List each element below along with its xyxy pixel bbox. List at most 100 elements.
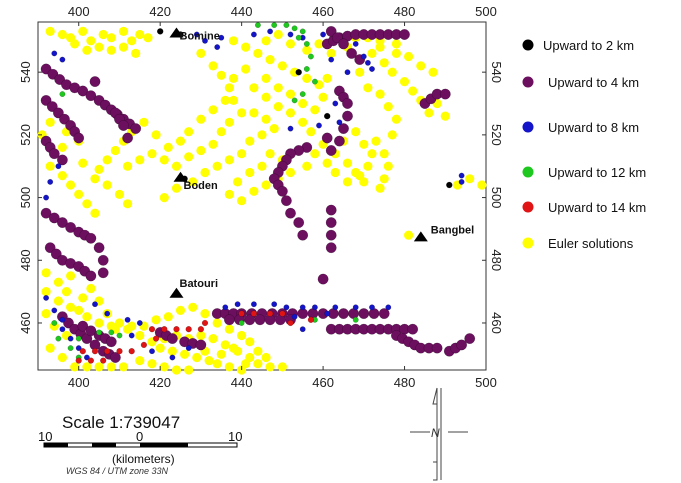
euler-solutions-point — [123, 161, 133, 171]
euler-solutions-point — [298, 117, 308, 127]
upward-to-8-km-point — [104, 310, 111, 317]
euler-solutions-point — [224, 117, 234, 127]
x-tick-label-top: 480 — [394, 4, 416, 19]
euler-solutions-point — [379, 174, 389, 184]
upward-to-2-km-point — [446, 181, 453, 189]
euler-solutions-point — [257, 130, 267, 140]
euler-solutions-point — [228, 36, 239, 46]
euler-solutions-point — [184, 152, 194, 162]
x-tick-label-bottom: 400 — [68, 375, 90, 390]
euler-solutions-point — [224, 362, 234, 372]
upward-to-4-km-point — [368, 308, 380, 320]
euler-solutions-point — [391, 48, 401, 59]
euler-solutions-point — [102, 180, 112, 190]
euler-solutions-point — [216, 70, 226, 80]
euler-solutions-point — [261, 352, 271, 363]
upward-to-8-km-point — [369, 304, 375, 311]
upward-to-8-km-point — [291, 313, 298, 320]
upward-to-4-km-point — [280, 195, 292, 207]
upward-to-4-km-point — [105, 336, 117, 348]
upward-to-8-km-point — [352, 304, 359, 311]
upward-to-4-km-point — [338, 38, 349, 50]
upward-to-12-km-point — [238, 320, 245, 326]
place-label-boden: Boden — [184, 180, 219, 192]
euler-solutions-point — [208, 139, 218, 149]
upward-to-12-km-point — [59, 91, 66, 98]
y-tick-label-right: 460 — [489, 312, 504, 334]
upward-to-8-km-point — [214, 44, 221, 51]
upward-to-8-km-point — [67, 335, 74, 342]
euler-solutions-point — [379, 58, 389, 68]
legend-marker — [522, 76, 534, 88]
upward-to-12-km-point — [67, 345, 74, 352]
euler-solutions-point — [220, 95, 230, 105]
upward-to-4-km-point — [73, 132, 85, 144]
upward-to-12-km-point — [307, 53, 314, 60]
upward-to-8-km-point — [299, 304, 306, 311]
euler-solutions-point — [200, 167, 210, 178]
euler-solutions-point — [78, 293, 88, 303]
euler-solutions-point — [184, 365, 194, 375]
euler-solutions-point — [310, 105, 320, 115]
euler-solutions-point — [269, 124, 279, 134]
euler-solutions-point — [399, 77, 410, 87]
upward-to-12-km-point — [291, 25, 298, 32]
euler-solutions-point — [465, 174, 475, 184]
upward-to-2-km-point — [156, 28, 164, 35]
upward-to-8-km-point — [222, 304, 229, 311]
upward-to-4-km-point — [77, 320, 89, 332]
x-tick-label-top: 500 — [475, 4, 497, 19]
upward-to-14-km-point — [201, 319, 209, 327]
scale-unit: (kilometers) — [112, 452, 175, 466]
euler-solutions-point — [94, 318, 104, 328]
upward-to-14-km-point — [116, 348, 123, 355]
upward-to-14-km-point — [91, 348, 99, 355]
euler-solutions-point — [355, 67, 365, 77]
upward-to-4-km-point — [40, 207, 52, 219]
upward-to-8-km-point — [75, 345, 82, 352]
axis-ticks: 400 400 420 420 440 440 460 460 480 480 500 500 460 4… — [18, 4, 504, 390]
upward-to-4-km-point — [166, 333, 178, 345]
upward-to-8-km-point — [311, 304, 318, 311]
scale-title: Scale 1:739047 — [62, 413, 180, 432]
place-label-bomine: Bomine — [180, 31, 220, 43]
upward-to-8-km-point — [128, 332, 135, 339]
euler-solutions-point — [351, 127, 361, 137]
euler-solutions-point — [139, 117, 149, 127]
euler-solutions-point — [86, 283, 96, 294]
upward-to-4-km-point — [254, 314, 266, 326]
euler-solutions-point — [82, 199, 92, 209]
euler-solutions-point — [102, 155, 112, 165]
upward-to-4-km-point — [276, 185, 288, 197]
upward-to-8-km-point — [185, 345, 192, 352]
upward-to-8-km-point — [458, 178, 465, 185]
euler-solutions-point — [416, 61, 426, 71]
euler-solutions-point — [90, 208, 100, 218]
upward-to-4-km-point — [93, 242, 105, 254]
upward-to-8-km-point — [43, 194, 50, 201]
datum-label: WGS 84 / UTM zone 33N — [66, 466, 169, 476]
upward-to-8-km-point — [320, 31, 327, 38]
euler-solutions-point — [375, 89, 385, 99]
upward-to-14-km-point — [307, 316, 315, 323]
upward-to-12-km-point — [254, 22, 261, 29]
euler-solutions-point — [123, 324, 133, 334]
legend-label: Upward to 4 km — [548, 75, 639, 90]
euler-solutions-point — [45, 343, 55, 353]
upward-to-8-km-point — [92, 301, 98, 308]
euler-solutions-point — [90, 174, 100, 184]
upward-to-14-km-point — [128, 348, 135, 355]
euler-solutions-point — [196, 145, 206, 156]
euler-solutions-point — [318, 92, 328, 102]
euler-solutions-point — [237, 149, 247, 159]
euler-solutions-point — [216, 349, 226, 359]
euler-solutions-point — [237, 108, 247, 118]
x-tick-label-top: 420 — [149, 4, 171, 19]
legend-label: Euler solutions — [548, 236, 634, 251]
upward-to-4-km-point — [325, 145, 337, 156]
euler-solutions-point — [322, 158, 332, 168]
euler-solutions-point — [66, 302, 76, 312]
euler-solutions-point — [70, 39, 80, 49]
upward-to-4-km-point — [325, 242, 337, 254]
